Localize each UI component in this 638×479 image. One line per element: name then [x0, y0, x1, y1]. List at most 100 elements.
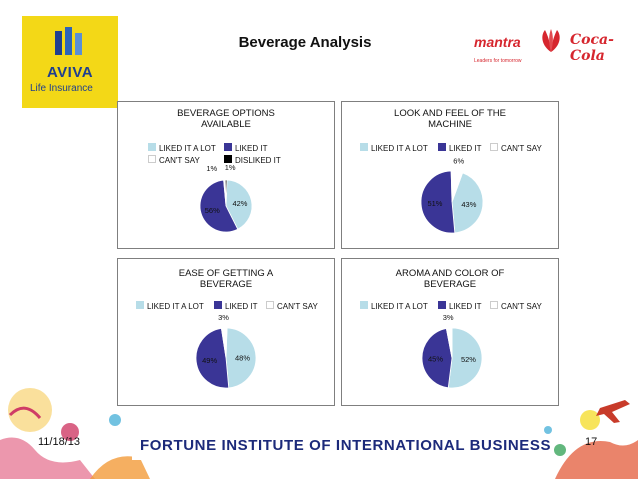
mantra-wordmark: mantra	[474, 34, 521, 50]
chart-title: EASE OF GETTING A BEVERAGE	[118, 268, 334, 290]
legend-swatch	[136, 301, 144, 309]
mantra-coke-logos: mantra Coca-Cola Leaders for tomorrow	[466, 22, 616, 68]
legend-label: LIKED IT A LOT	[371, 302, 428, 311]
mantra-tagline: Leaders for tomorrow	[474, 58, 522, 64]
pie-slice	[447, 327, 483, 389]
pie-data-label: 3%	[443, 313, 454, 322]
legend-item: CAN'T SAY	[148, 155, 200, 166]
flower-decoration	[109, 414, 121, 426]
legend-item: LIKED IT A LOT	[360, 301, 428, 312]
aviva-wordmark: AVIVA	[46, 64, 94, 81]
legend-swatch	[224, 155, 232, 163]
legend-label: LIKED IT	[235, 144, 268, 153]
pie-chart-svg: 48% 49% 3%	[195, 313, 257, 389]
legend-swatch	[438, 143, 446, 151]
pie-data-label: 6%	[453, 157, 464, 166]
chart-legend: LIKED IT A LOT LIKED IT CAN'T SAY	[360, 143, 556, 155]
chart-title-line: MACHINE	[428, 119, 472, 130]
pie-slice	[450, 170, 464, 203]
legend-item: LIKED IT A LOT	[136, 301, 204, 312]
pie-data-label: 48%	[235, 354, 250, 363]
pie-slice	[420, 170, 456, 234]
flower-decoration	[90, 456, 150, 479]
pie-chart-svg: 43% 51% 6%	[420, 157, 484, 234]
legend-label: LIKED IT A LOT	[147, 302, 204, 311]
pie-data-label: 45%	[428, 355, 443, 364]
pie-data-label: 43%	[461, 200, 476, 209]
legend-item: LIKED IT	[214, 301, 257, 312]
pie-data-label: 42%	[232, 199, 247, 208]
mantra-flower-icon	[542, 29, 560, 52]
flower-decoration	[580, 410, 600, 430]
pie-data-label: 1%	[206, 164, 217, 173]
legend-swatch	[214, 301, 222, 309]
legend-item: CAN'T SAY	[490, 301, 542, 312]
pie-slice	[199, 179, 239, 233]
airplane-icon	[596, 400, 630, 423]
legend-item: CAN'T SAY	[266, 301, 318, 312]
legend-swatch	[360, 143, 368, 151]
legend-item: CAN'T SAY	[490, 143, 542, 154]
pie-slice	[220, 327, 228, 359]
pie-data-label: 52%	[461, 355, 476, 364]
legend-label: CAN'T SAY	[159, 156, 200, 165]
legend-label: DISLIKED IT	[235, 156, 281, 165]
pie-slice	[421, 328, 453, 389]
legend-item: LIKED IT A LOT	[148, 143, 216, 154]
legend-swatch	[224, 143, 232, 151]
footer-date: 11/18/13	[38, 436, 81, 448]
chart-title-line: AROMA AND COLOR OF	[395, 268, 505, 279]
flower-decoration	[554, 444, 566, 456]
pie-chart-svg: 52% 45% 3%	[421, 313, 483, 389]
pie-chart-svg: 42% 56% 1% 1%	[199, 163, 253, 233]
chart-title: AROMA AND COLOR OF BEVERAGE	[342, 268, 558, 290]
legend-swatch	[490, 143, 498, 151]
pie-slice	[451, 172, 484, 234]
legend-label: LIKED IT	[225, 302, 258, 311]
legend-item: LIKED IT	[438, 143, 481, 154]
page-number: 17	[585, 436, 598, 448]
chart-ease-of-getting: EASE OF GETTING A BEVERAGE LIKED IT A LO…	[117, 258, 335, 406]
chart-beverage-options: BEVERAGE OPTIONS AVAILABLE LIKED IT A LO…	[117, 101, 335, 249]
chart-title-line: BEVERAGE OPTIONS	[177, 108, 275, 119]
chart-legend: LIKED IT A LOT LIKED IT CAN'T SAY DISLIK…	[148, 143, 328, 167]
swirl-decoration	[8, 406, 42, 419]
slide-title: Beverage Analysis	[238, 34, 372, 51]
aviva-logo: AVIVA Life Insurance	[22, 16, 118, 108]
pie-slice	[445, 327, 453, 359]
legend-item: DISLIKED IT	[224, 155, 281, 166]
pie-slice	[195, 327, 230, 389]
aviva-subtitle: Life Insurance	[30, 83, 93, 94]
pie-slice	[224, 179, 228, 207]
chart-legend: LIKED IT A LOT LIKED IT CAN'T SAY	[360, 301, 556, 313]
footer-institute-banner: FORTUNE INSTITUTE OF INTERNATIONAL BUSIN…	[140, 437, 552, 454]
chart-aroma-and-color: AROMA AND COLOR OF BEVERAGE LIKED IT A L…	[341, 258, 559, 406]
legend-swatch	[490, 301, 498, 309]
coca-cola-wordmark: Coca-Cola	[570, 32, 614, 64]
flower-decoration	[555, 440, 638, 479]
legend-label: CAN'T SAY	[501, 302, 542, 311]
aviva-mark-icon	[55, 27, 82, 55]
flower-decoration	[544, 426, 552, 434]
chart-title-line: LOOK AND FEEL OF THE	[394, 108, 506, 119]
legend-item: LIKED IT A LOT	[360, 143, 428, 154]
footer-decoration	[0, 388, 638, 479]
banner-background	[132, 432, 552, 460]
flower-decoration	[61, 423, 79, 441]
legend-label: LIKED IT A LOT	[159, 144, 216, 153]
flower-decoration	[0, 437, 95, 479]
legend-label: CAN'T SAY	[501, 144, 542, 153]
pie-slice	[225, 179, 253, 230]
legend-swatch	[148, 155, 156, 163]
chart-look-and-feel: LOOK AND FEEL OF THE MACHINE LIKED IT A …	[341, 101, 559, 249]
chart-legend: LIKED IT A LOT LIKED IT CAN'T SAY	[136, 301, 332, 313]
legend-swatch	[360, 301, 368, 309]
chart-title: LOOK AND FEEL OF THE MACHINE	[342, 108, 558, 130]
legend-label: CAN'T SAY	[277, 302, 318, 311]
legend-swatch	[266, 301, 274, 309]
pie-data-label: 51%	[427, 199, 442, 208]
legend-item: LIKED IT	[224, 143, 267, 154]
legend-label: LIKED IT	[449, 302, 482, 311]
chart-title-line: BEVERAGE	[423, 279, 477, 290]
